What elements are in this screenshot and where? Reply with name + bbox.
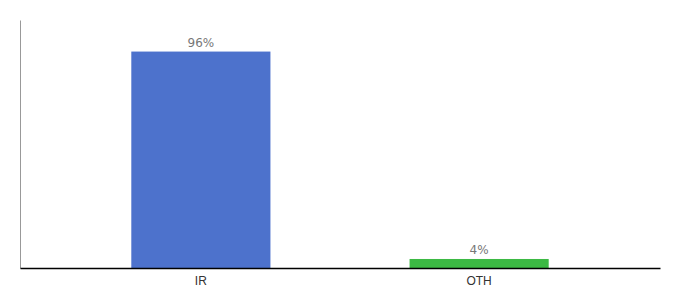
data-label: 4% <box>470 243 489 257</box>
plot: IR OTH 96% 4% <box>21 21 661 288</box>
bar <box>131 52 270 268</box>
bars <box>131 52 548 268</box>
bar <box>410 259 549 268</box>
x-tick: OTH <box>466 268 491 288</box>
y-axis <box>20 21 21 269</box>
data-label: 96% <box>188 36 215 50</box>
x-axis-line <box>21 268 661 270</box>
data-labels: 96% 4% <box>188 36 489 257</box>
x-tick-label: OTH <box>466 274 491 288</box>
y-axis-line <box>20 21 21 269</box>
x-axis: IR OTH <box>21 268 661 288</box>
x-tick: IR <box>195 268 207 288</box>
chart: IR OTH 96% 4% <box>0 0 680 300</box>
x-tick-label: IR <box>195 274 207 288</box>
